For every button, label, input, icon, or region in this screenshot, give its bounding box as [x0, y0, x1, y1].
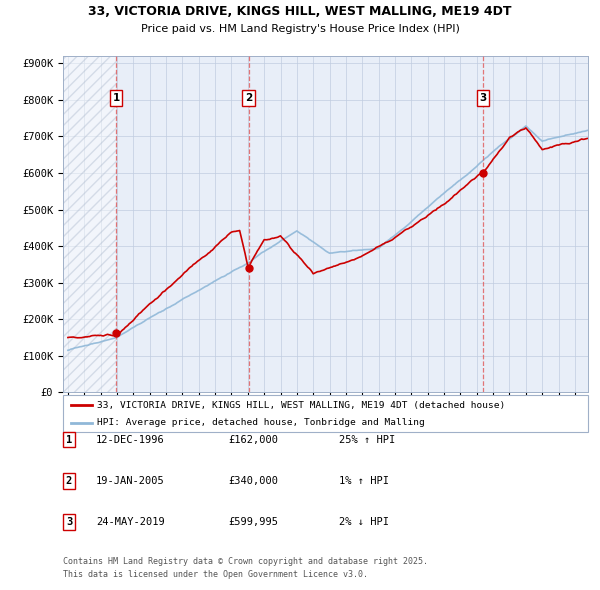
Bar [63, 56, 116, 392]
Text: £340,000: £340,000 [228, 476, 278, 486]
Text: 12-DEC-1996: 12-DEC-1996 [96, 435, 165, 444]
Text: 1% ↑ HPI: 1% ↑ HPI [339, 476, 389, 486]
Text: 1: 1 [66, 435, 72, 444]
Text: This data is licensed under the Open Government Licence v3.0.: This data is licensed under the Open Gov… [63, 571, 368, 579]
Text: Contains HM Land Registry data © Crown copyright and database right 2025.: Contains HM Land Registry data © Crown c… [63, 558, 428, 566]
Text: Price paid vs. HM Land Registry's House Price Index (HPI): Price paid vs. HM Land Registry's House … [140, 24, 460, 34]
Text: 25% ↑ HPI: 25% ↑ HPI [339, 435, 395, 444]
Text: HPI: Average price, detached house, Tonbridge and Malling: HPI: Average price, detached house, Tonb… [97, 418, 425, 427]
Text: 2% ↓ HPI: 2% ↓ HPI [339, 517, 389, 527]
Text: 33, VICTORIA DRIVE, KINGS HILL, WEST MALLING, ME19 4DT (detached house): 33, VICTORIA DRIVE, KINGS HILL, WEST MAL… [97, 401, 505, 409]
Text: 3: 3 [66, 517, 72, 527]
Text: 33, VICTORIA DRIVE, KINGS HILL, WEST MALLING, ME19 4DT: 33, VICTORIA DRIVE, KINGS HILL, WEST MAL… [88, 5, 512, 18]
Text: £162,000: £162,000 [228, 435, 278, 444]
Text: 2: 2 [66, 476, 72, 486]
Text: 19-JAN-2005: 19-JAN-2005 [96, 476, 165, 486]
Text: 1: 1 [113, 93, 120, 103]
Text: £599,995: £599,995 [228, 517, 278, 527]
Text: 3: 3 [479, 93, 487, 103]
Text: 24-MAY-2019: 24-MAY-2019 [96, 517, 165, 527]
Text: 2: 2 [245, 93, 252, 103]
